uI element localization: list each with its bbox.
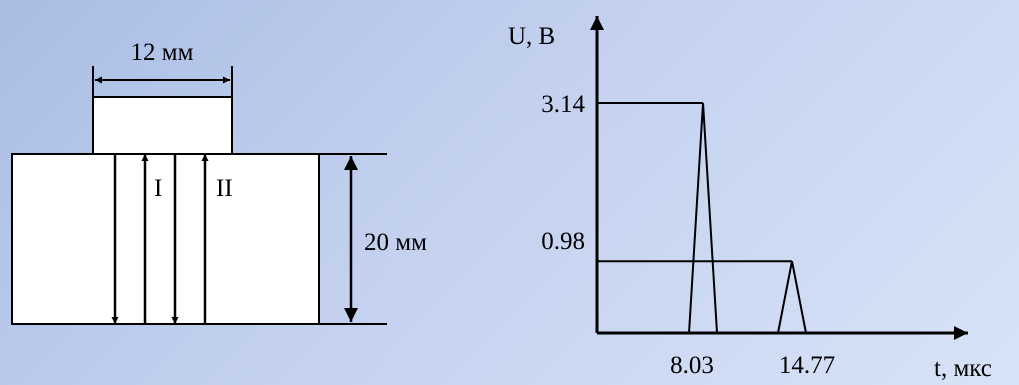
- y-tick-label-high: 3.14: [541, 91, 585, 118]
- transducer-block: [92, 96, 233, 155]
- voltage-time-chart: U, В t, мкс 3.14 0.98 8.03 14.77: [508, 16, 992, 382]
- specimen-block: [11, 153, 320, 325]
- chart-marks: [597, 102, 807, 334]
- series-1-pulse: [688, 102, 719, 334]
- width-dimension-label: 12 мм: [131, 39, 194, 66]
- series-2-pulse: [777, 261, 807, 334]
- path-label-2: II: [216, 175, 233, 202]
- specimen-schematic: 12 мм 20 мм I II: [11, 39, 427, 325]
- x-tick-label-2: 14.77: [779, 352, 835, 379]
- y-tick-label-low: 0.98: [541, 228, 585, 255]
- y-axis-label: U, В: [508, 23, 555, 50]
- x-tick-label-1: 8.03: [670, 352, 714, 379]
- height-dimension-label: 20 мм: [364, 229, 427, 256]
- x-axis-label: t, мкс: [934, 355, 992, 382]
- path-label-1: I: [154, 175, 162, 202]
